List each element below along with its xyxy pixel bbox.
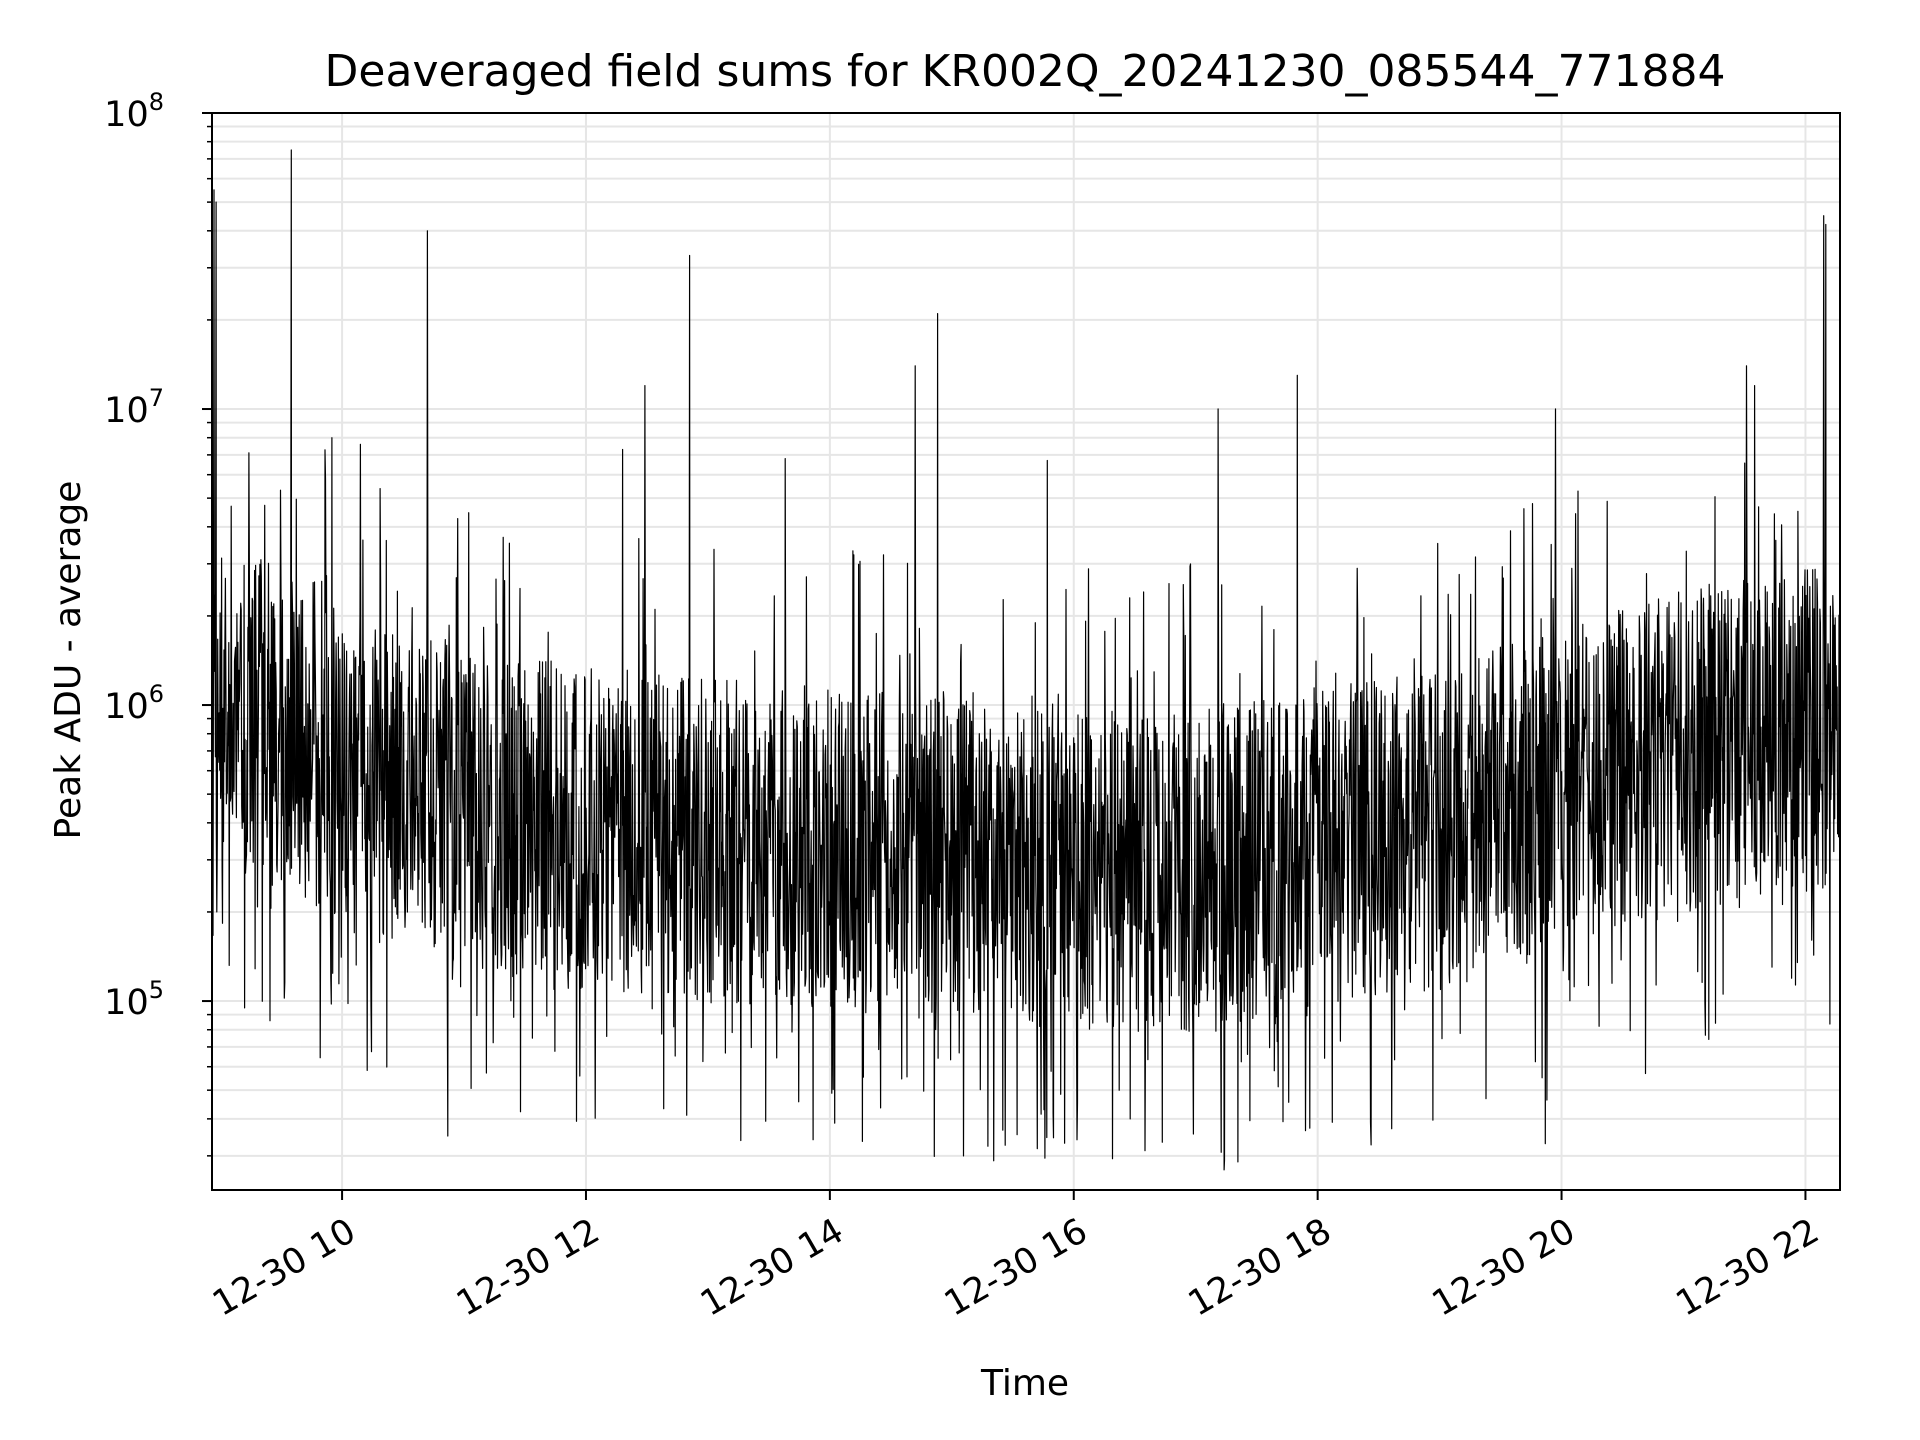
series-line	[211, 149, 1841, 1171]
x-axis-label: Time	[980, 1363, 1069, 1404]
chart-title: Deaveraged field sums for KR002Q_2024123…	[325, 46, 1726, 97]
y-axis-label: Peak ADU - average	[48, 481, 89, 840]
data-series	[211, 149, 1841, 1171]
plot-frame	[211, 112, 1841, 1191]
y-tick-label: 106	[104, 680, 164, 727]
